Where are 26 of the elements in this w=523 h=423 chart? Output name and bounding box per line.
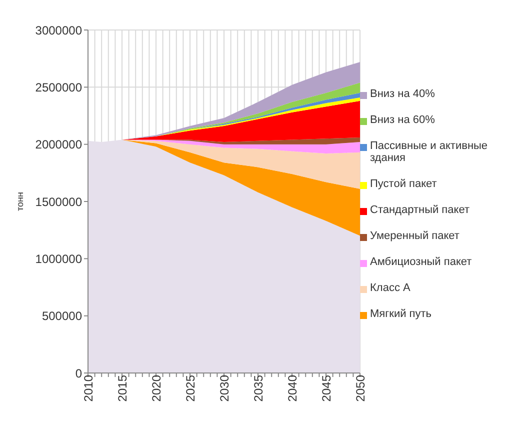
x-tick-label: 2035 xyxy=(252,374,266,402)
x-tick-label: 2015 xyxy=(116,374,130,402)
legend-label: Стандартный пакет xyxy=(370,204,470,216)
legend-label: Вниз на 40% xyxy=(370,88,435,100)
x-tick-label: 2025 xyxy=(184,374,198,402)
x-tick-label: 2020 xyxy=(150,374,164,402)
x-tick-label: 2030 xyxy=(218,374,232,402)
y-axis-title: тонн xyxy=(15,192,26,211)
legend-label: Вниз на 60% xyxy=(370,114,435,126)
legend-label: Пассивные и активные здания xyxy=(370,140,489,164)
y-tick-label: 2500000 xyxy=(35,80,82,94)
x-tick-label: 2045 xyxy=(320,374,334,402)
x-tick-label: 2040 xyxy=(286,374,300,402)
y-tick-label: 2000000 xyxy=(35,138,82,152)
x-tick-label: 2050 xyxy=(354,374,368,402)
legend-label: Амбициозный пакет xyxy=(370,256,472,268)
legend-label: Мягкий путь xyxy=(370,308,432,320)
y-tick-label: 3000000 xyxy=(35,23,82,38)
y-tick-label: 1000000 xyxy=(35,252,82,266)
y-tick-label: 0 xyxy=(75,366,82,380)
legend-label: Умеренный пакет xyxy=(370,230,460,242)
x-tick-label: 2010 xyxy=(82,374,96,402)
y-tick-label: 500000 xyxy=(42,309,82,324)
y-tick-label: 1500000 xyxy=(35,194,82,209)
legend-label: Класс А xyxy=(370,282,410,294)
legend-label: Пустой пакет xyxy=(370,178,437,190)
